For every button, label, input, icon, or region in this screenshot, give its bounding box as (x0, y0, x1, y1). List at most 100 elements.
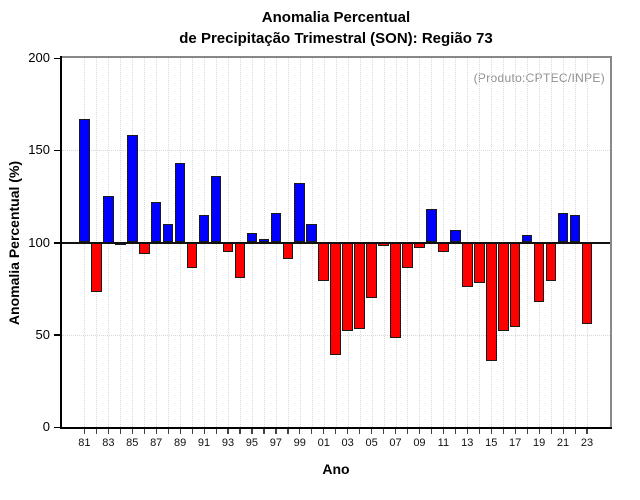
bar-1986 (138, 242, 150, 254)
bar-2014 (473, 242, 485, 284)
x-tick (466, 429, 468, 434)
bar-1991 (198, 214, 210, 243)
y-tick-label: 200 (28, 50, 50, 65)
x-tick (263, 429, 265, 434)
chart-title-block: Anomalia Percentual de Precipitação Trim… (62, 7, 610, 49)
x-tick (538, 429, 540, 434)
x-tick (347, 429, 349, 434)
x-tick (586, 429, 588, 434)
x-tick (490, 429, 492, 434)
bar-1994 (234, 242, 246, 278)
bar-2007 (390, 242, 401, 339)
x-tick (155, 429, 157, 434)
x-tick (562, 429, 564, 434)
x-tick (107, 429, 110, 434)
bar-2019 (533, 242, 545, 302)
bar-2011 (438, 242, 449, 252)
bar-2020 (545, 242, 557, 282)
bar-2010 (426, 209, 437, 243)
x-tick (574, 429, 576, 434)
x-tick (478, 429, 480, 434)
x-tick (299, 429, 301, 434)
x-tick (275, 429, 277, 434)
y-tick (54, 57, 60, 59)
x-tick (215, 429, 217, 434)
axis-left (60, 56, 62, 429)
y-tick (54, 426, 60, 428)
x-tick-label: 99 (293, 437, 306, 449)
bar-2008 (402, 242, 413, 269)
bar-2001 (318, 242, 329, 282)
y-tick-label: 150 (28, 142, 50, 158)
x-tick-label: 93 (221, 437, 235, 449)
bar-1982 (91, 242, 102, 293)
bar-2005 (366, 242, 377, 298)
x-tick (406, 429, 409, 434)
bar-1998 (282, 242, 294, 260)
bar-2016 (497, 242, 509, 332)
bar-1981 (79, 118, 90, 243)
bar-2002 (330, 242, 341, 356)
chart-subtitle: de Precipitação Trimestral (SON): Região… (179, 30, 493, 47)
x-tick-label: 05 (365, 437, 378, 449)
x-tick (251, 429, 253, 434)
x-tick-label: 15 (485, 437, 498, 449)
zero-line (62, 241, 610, 244)
bar-2017 (509, 242, 521, 328)
bar-1992 (210, 176, 222, 243)
x-tick-label: 81 (78, 437, 91, 449)
x-tick-label: 95 (245, 437, 259, 449)
x-tick (83, 429, 86, 434)
x-tick (227, 429, 229, 434)
y-tick (54, 149, 60, 152)
x-tick (454, 429, 457, 434)
x-tick-label: 07 (389, 437, 402, 449)
bar-1987 (150, 201, 162, 243)
bar-1988 (162, 224, 174, 243)
y-tick-label: 0 (42, 419, 50, 434)
x-tick-label: 97 (269, 437, 282, 449)
bar-2015 (485, 242, 497, 361)
x-tick-label: 03 (341, 437, 354, 449)
box-right (610, 56, 612, 429)
x-tick-label: 89 (174, 437, 187, 449)
y-tick (54, 242, 60, 244)
bar-2022 (569, 214, 581, 243)
h-gridline (62, 150, 610, 152)
chart-title: Anomalia Percentual (261, 9, 411, 26)
bar-1985 (126, 135, 138, 243)
x-tick-label: 21 (556, 437, 570, 449)
bar-1999 (294, 183, 306, 243)
y-tick (54, 334, 60, 336)
x-tick (442, 429, 445, 434)
x-tick-label: 17 (509, 437, 522, 449)
x-tick (239, 429, 241, 434)
x-tick-label: 23 (580, 437, 594, 449)
x-tick (395, 429, 397, 434)
bar-2013 (462, 242, 473, 287)
x-tick-label: 87 (150, 437, 163, 449)
x-tick-label: 85 (126, 437, 139, 449)
bar-2021 (557, 212, 569, 243)
x-tick (502, 429, 504, 434)
bar-1997 (270, 212, 282, 243)
x-tick (359, 429, 361, 434)
bar-2023 (581, 242, 593, 324)
x-axis-title: Ano (322, 461, 350, 477)
x-tick-label: 91 (197, 437, 211, 449)
bar-2000 (306, 224, 318, 243)
x-tick (430, 429, 433, 434)
x-tick (203, 429, 205, 434)
box-top (60, 56, 612, 58)
x-tick (550, 429, 552, 434)
x-tick (143, 429, 145, 434)
x-tick (323, 429, 325, 434)
x-tick (191, 429, 193, 434)
x-tick-label: 83 (102, 437, 115, 449)
x-tick (371, 429, 373, 434)
bar-2004 (354, 242, 365, 330)
x-tick-label: 13 (461, 437, 474, 449)
x-tick (335, 429, 337, 434)
x-tick (383, 429, 385, 434)
